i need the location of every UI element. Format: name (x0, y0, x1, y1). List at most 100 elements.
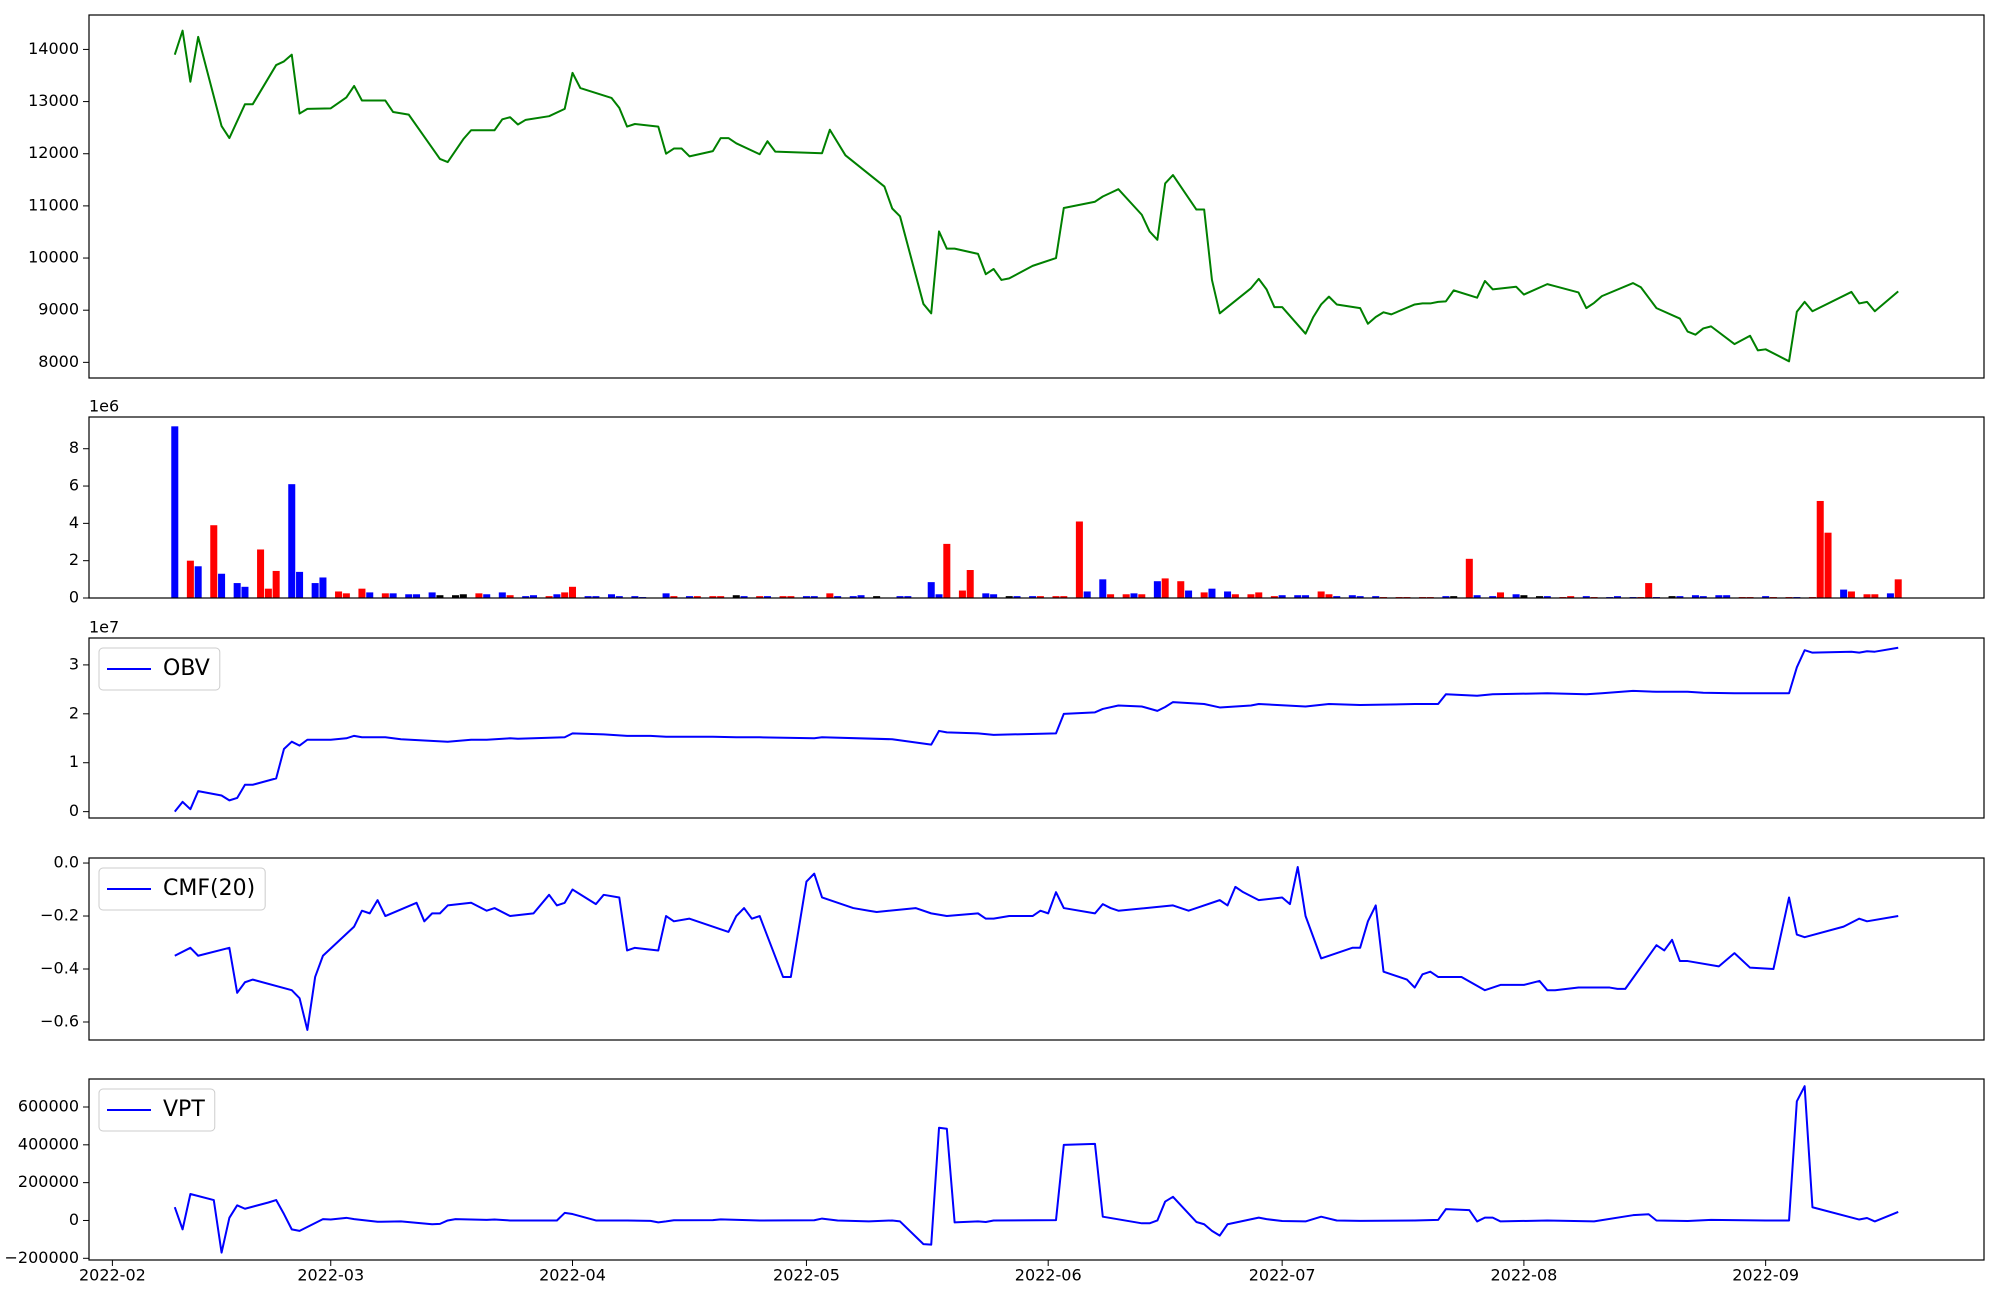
volume-bar (475, 593, 483, 598)
volume-bar (264, 588, 272, 598)
volume-bar (1699, 596, 1707, 598)
volume-bar (631, 596, 639, 598)
volume-bar (241, 586, 249, 598)
volume-bar (1668, 596, 1676, 598)
volume-bar (584, 596, 592, 598)
volume-bar (272, 570, 280, 598)
plot-area (173, 1085, 1899, 1254)
volume-bar (904, 596, 912, 598)
volume-bar (1083, 591, 1091, 598)
volume-bar (358, 588, 366, 598)
axes-frame (88, 637, 1985, 819)
plot-area (173, 646, 1899, 813)
volume-bar (1333, 596, 1341, 598)
volume-bar (233, 583, 241, 598)
volume-bar (779, 596, 787, 598)
volume-bar (381, 593, 389, 598)
legend: VPT (98, 1088, 216, 1132)
volume-bar (218, 573, 226, 598)
volume-bar (1130, 593, 1138, 598)
volume-bar (662, 593, 670, 598)
volume-bar (568, 586, 577, 598)
volume-bar (1185, 590, 1193, 598)
volume-bar (1075, 521, 1083, 598)
volume-bar (1762, 596, 1770, 598)
volume-bar (1715, 595, 1723, 598)
volume-bar (732, 595, 740, 598)
x-tick-label: 2022-04 (539, 1266, 606, 1285)
panel: −0.6 −0.4 −0.2 0.0 CMF(20) (40, 853, 1985, 1041)
legend-box (98, 867, 266, 911)
plot-area (174, 866, 1899, 1031)
volume-bar (1036, 596, 1044, 598)
volume-bar (171, 426, 179, 598)
axes-frame (88, 416, 1985, 599)
volume-bar (1247, 594, 1255, 598)
volume-bar (927, 582, 935, 598)
volume-bar (1512, 594, 1520, 598)
volume-bar (1138, 594, 1146, 598)
panel: −200000 0 200000 400000 600000 2022-02 2022-03… (5, 1078, 1985, 1285)
volume-bar (389, 593, 397, 598)
volume-bar (1161, 578, 1169, 598)
legend-box (98, 647, 221, 691)
y-tick-label: 0 (69, 801, 79, 820)
axes-frame (88, 857, 1985, 1041)
volume-bar (982, 593, 990, 598)
axes-frame (88, 1078, 1985, 1261)
axes-frame (88, 14, 1985, 379)
x-tick-label: 2022-02 (79, 1266, 146, 1285)
volume-bar (1723, 595, 1731, 598)
volume-bar (1270, 596, 1278, 598)
volume-bar (561, 592, 569, 598)
y-tick-label: 200000 (18, 1172, 79, 1191)
volume-bar (787, 596, 795, 598)
volume-bar (296, 571, 304, 598)
volume-bar (186, 560, 194, 598)
panel: 8000 9000 10000 11000 12000 13000 14000 (28, 14, 1985, 379)
price-line (173, 29, 1899, 363)
volume-bar (483, 594, 491, 598)
volume-bar (1840, 589, 1848, 598)
y-tick-label: 9000 (38, 300, 79, 319)
volume-bar (1613, 596, 1621, 598)
volume-bar (366, 592, 374, 598)
volume-bar (1052, 596, 1060, 598)
volume-bar (802, 596, 810, 598)
volume-bar (857, 595, 865, 598)
volume-bar (1567, 596, 1575, 598)
y-tick-label: 4 (69, 513, 79, 532)
volume-bar (335, 591, 343, 598)
y-tick-label: 0.0 (54, 853, 79, 872)
volume-bar (756, 596, 764, 598)
volume-bar (1450, 596, 1458, 598)
y-tick-label: 8 (69, 438, 79, 457)
volume-bar (436, 595, 444, 598)
legend: OBV (98, 647, 221, 691)
volume-bar (342, 593, 350, 598)
plot-area (173, 29, 1899, 363)
volume-bar (1489, 596, 1497, 598)
volume-bar (1029, 596, 1037, 598)
volume-bar (452, 595, 460, 598)
volume-bar (670, 596, 678, 598)
volume-bar (1582, 596, 1590, 598)
volume-bar (615, 596, 623, 598)
volume-bar (1060, 596, 1068, 598)
volume-bar (1278, 595, 1286, 598)
volume-bar (958, 590, 966, 598)
x-tick-label: 2022-08 (1490, 1266, 1557, 1285)
y-tick-label: 10000 (28, 248, 79, 267)
volume-bar (498, 592, 506, 598)
volume-bar (1005, 596, 1013, 598)
y-tick-label: 14000 (28, 39, 79, 58)
volume-bar (849, 596, 857, 598)
y-tick-label: 3 (69, 654, 79, 673)
volume-bar (990, 594, 998, 598)
volume-bar (592, 596, 600, 598)
x-tick-label: 2022-09 (1732, 1266, 1799, 1285)
volume-bar (1302, 595, 1310, 598)
volume-bar (319, 577, 327, 598)
volume-bar (1676, 596, 1684, 598)
volume-bar (522, 596, 530, 598)
